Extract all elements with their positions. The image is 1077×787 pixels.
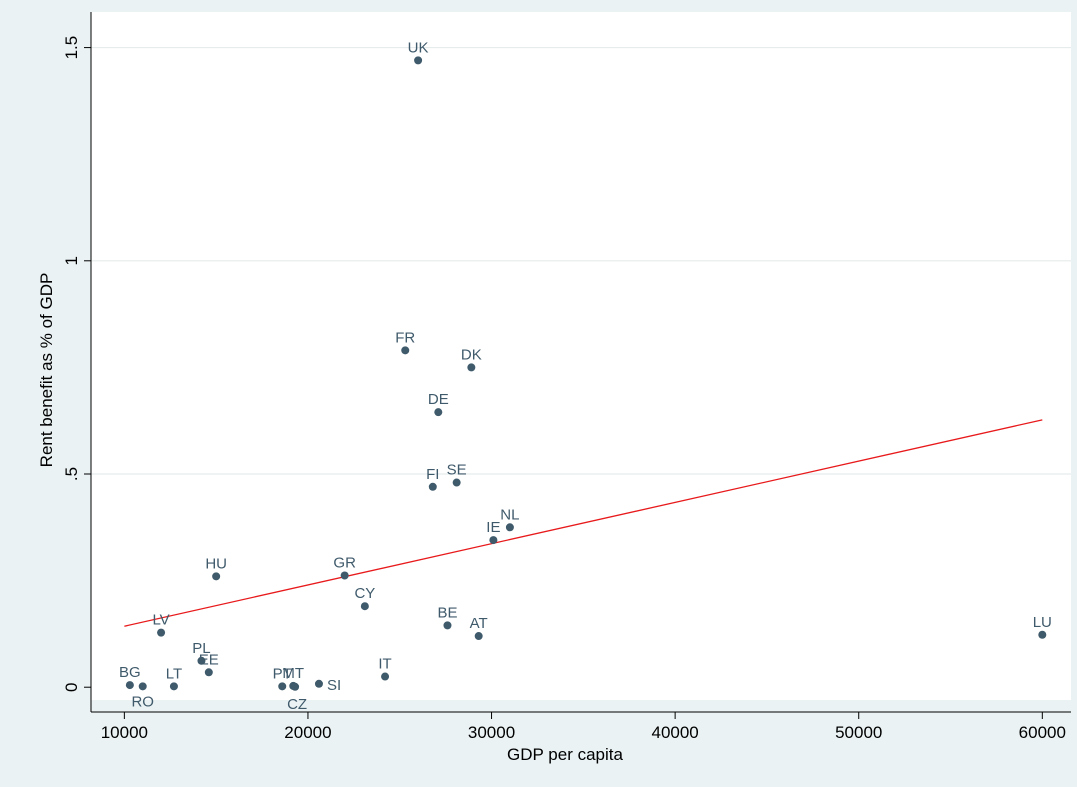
y-axis-ticks: 0 .5 1 1.5 [62,36,91,692]
point-label-ie: IE [486,519,500,536]
point-pl [197,656,206,665]
x-tick-label-3: 40000 [651,723,698,742]
point-ie [489,536,498,545]
point-label-mt: MT [282,665,304,682]
plot-area [91,12,1071,700]
point-fi [428,482,437,491]
point-be [443,621,452,630]
x-tick-label-5: 60000 [1019,723,1066,742]
point-label-si: SI [327,677,341,694]
y-axis-title: Rent benefit as % of GDP [37,273,56,468]
point-label-lt: LT [166,665,182,682]
point-ro [138,682,147,691]
point-hu [212,572,221,581]
point-ee [204,668,213,677]
x-tick-label-2: 30000 [468,723,515,742]
point-label-bg: BG [119,664,141,681]
point-label-lv: LV [152,612,169,629]
point-at [474,632,483,641]
point-label-ee: EE [199,651,219,668]
point-uk [414,56,423,65]
point-label-de: DE [428,391,449,408]
point-se [452,478,461,487]
point-label-uk: UK [408,39,429,56]
x-tick-label-1: 20000 [284,723,331,742]
point-bg [125,681,134,690]
point-label-cz: CZ [287,696,307,713]
point-dk [467,363,476,372]
grid-lines [91,46,1071,475]
x-tick-label-4: 50000 [835,723,882,742]
point-label-cy: CY [354,585,375,602]
point-label-gr: GR [333,554,356,571]
point-pt [278,682,287,691]
point-label-fi: FI [426,466,439,483]
fit-line [124,419,1043,627]
point-label-it: IT [378,656,391,673]
axes [90,12,1071,713]
point-nl [505,523,514,532]
y-tick-label-3: 1.5 [62,36,81,60]
point-lt [169,682,178,691]
point-label-pt: PT [273,665,292,682]
y-tick-label-1: .5 [62,467,81,481]
y-tick-label-0: 0 [62,682,81,691]
point-cz [291,682,300,691]
x-axis-title: GDP per capita [507,745,623,764]
x-tick-label-0: 10000 [101,723,148,742]
point-de [434,408,443,417]
point-label-ro: RO [131,693,154,710]
point-gr [340,571,349,580]
point-label-pl: PL [192,640,210,657]
point-it [381,672,390,681]
point-label-fr: FR [395,329,415,346]
point-label-at: AT [470,615,488,632]
point-label-be: BE [437,604,457,621]
point-fr [401,346,410,355]
point-label-lu: LU [1033,614,1052,631]
point-label-se: SE [447,462,467,479]
point-label-hu: HU [205,555,227,572]
point-si [314,679,323,688]
point-lv [157,628,166,637]
point-label-dk: DK [461,346,482,363]
x-axis-ticks: 10000 20000 30000 40000 50000 60000 [101,712,1066,742]
fit-line-group [124,419,1043,627]
point-lu [1038,630,1047,639]
point-cy [360,602,369,611]
point-label-nl: NL [500,506,519,523]
y-tick-label-2: 1 [62,256,81,265]
